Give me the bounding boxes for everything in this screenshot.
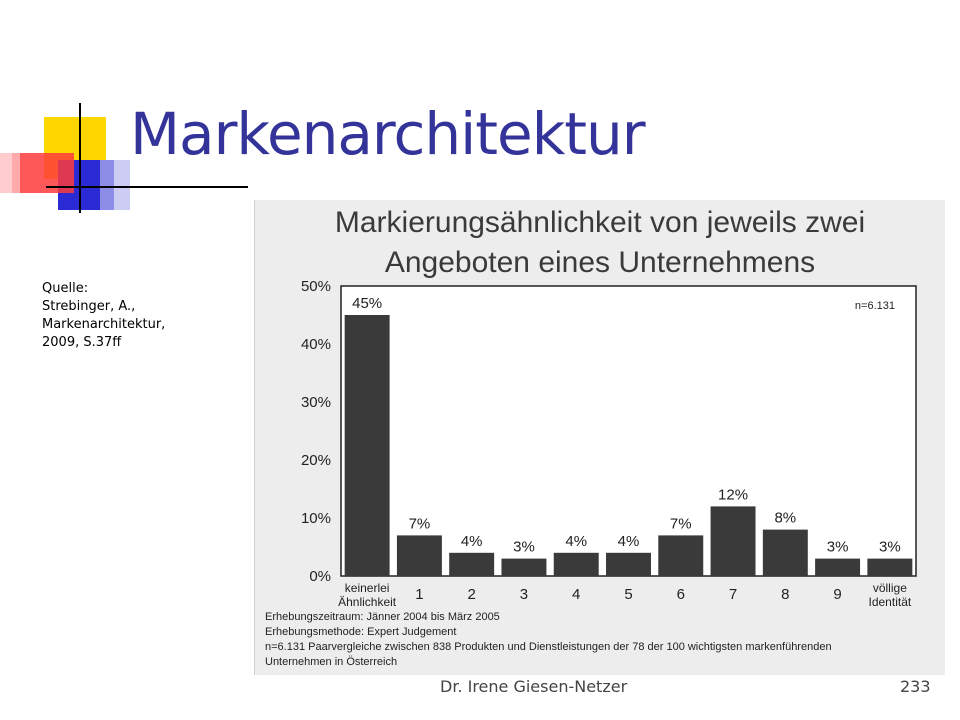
chart-title-line-1: Markierungsähnlichkeit von jeweils zwei: [335, 206, 865, 239]
y-tick-label: 30%: [301, 394, 331, 411]
source-line: 2009, S.37ff: [42, 335, 122, 350]
slide-title: Markenarchitektur: [130, 100, 646, 168]
x-category-label: 4: [572, 586, 580, 603]
x-category-label: 6: [677, 586, 685, 603]
y-tick-label: 10%: [301, 510, 331, 527]
plot-area: [340, 285, 917, 577]
chart-image: Markierungsähnlichkeit von jeweils zwei …: [254, 200, 945, 675]
bar: [449, 552, 495, 576]
source-line: Markenarchitektur,: [42, 317, 166, 332]
bar-chart: Markierungsähnlichkeit von jeweils zwei …: [265, 206, 917, 668]
y-tick-label: 40%: [301, 336, 331, 353]
footer-author: Dr. Irene Giesen-Netzer: [440, 677, 628, 696]
x-category-label: 8: [781, 586, 789, 603]
x-category-label: keinerlei: [345, 581, 390, 595]
bar-value-label: 4%: [618, 533, 640, 550]
bar-value-label: 12%: [718, 486, 748, 503]
chart-note: Erhebungsmethode: Expert Judgement: [265, 626, 456, 638]
chart-note: Unternehmen in Österreich: [265, 656, 397, 668]
bar: [710, 506, 756, 576]
chart-note: n=6.131 Paarvergleiche zwischen 838 Prod…: [265, 641, 832, 653]
source-citation: Quelle: Strebinger, A., Markenarchitektu…: [42, 280, 165, 352]
source-line: Strebinger, A.,: [42, 299, 136, 314]
sample-size-annotation: n=6.131: [855, 300, 895, 312]
bar-value-label: 4%: [461, 533, 483, 550]
bar: [606, 552, 651, 576]
bar: [762, 529, 808, 576]
bar: [396, 535, 442, 576]
x-category-label: 1: [415, 586, 423, 603]
x-category-label: 3: [520, 586, 528, 603]
source-line: Quelle:: [42, 281, 89, 296]
y-tick-label: 50%: [301, 278, 331, 295]
bar-value-label: 8%: [774, 510, 796, 527]
x-category-label: Ähnlichkeit: [338, 595, 397, 609]
y-tick-label: 0%: [309, 568, 331, 585]
x-category-label: 9: [833, 586, 841, 603]
x-category-label: 5: [624, 586, 632, 603]
chart-title-line-2: Angeboten eines Unternehmens: [385, 246, 815, 279]
bar: [344, 315, 390, 576]
x-category-label: völlige: [873, 581, 907, 595]
bar-value-label: 3%: [513, 539, 535, 556]
bar: [501, 558, 547, 576]
x-category-label: 7: [729, 586, 737, 603]
bar: [815, 558, 861, 576]
y-axis: 0% 10% 20% 30% 40% 50%: [301, 278, 331, 585]
bar: [658, 535, 704, 576]
bar: [553, 552, 599, 576]
x-category-label: Identität: [869, 595, 912, 609]
bar-value-label: 3%: [879, 539, 901, 556]
chart-note: Erhebungszeitraum: Jänner 2004 bis März …: [265, 611, 500, 623]
x-category-label: 2: [468, 586, 476, 603]
bar-value-label: 4%: [565, 533, 587, 550]
logo-blue-fade: [100, 160, 130, 210]
bar-value-label: 45%: [352, 295, 382, 312]
logo-red-fade: [0, 153, 20, 193]
y-tick-label: 20%: [301, 452, 331, 469]
decorative-logo: [0, 103, 248, 213]
bar: [867, 558, 913, 576]
bar-value-label: 7%: [670, 515, 692, 532]
bar-value-label: 3%: [827, 539, 849, 556]
bar-value-label: 7%: [409, 515, 431, 532]
page-number: 233: [900, 677, 931, 696]
